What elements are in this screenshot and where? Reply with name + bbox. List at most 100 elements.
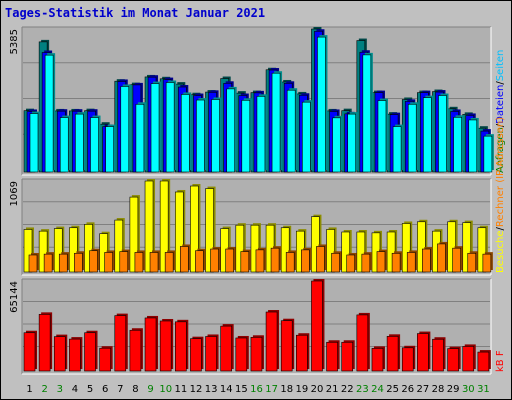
- bar-requests-seiten-26: [407, 103, 417, 173]
- x-tick-label: 11: [174, 384, 187, 395]
- bar-kb-kb-f-13: [205, 336, 217, 372]
- bar-requests-seiten-8: [135, 103, 145, 173]
- x-tick-label: 26: [401, 384, 414, 395]
- bar-requests-seiten-11: [180, 94, 190, 173]
- bar-visits-rechner-ip-adressen--29: [452, 247, 461, 273]
- bar-visits-rechner-ip-adressen--31: [482, 253, 492, 273]
- bar-kb-kb-f-16: [250, 336, 263, 372]
- x-tick-label: 3: [57, 384, 63, 395]
- x-tick-label: 2: [42, 384, 48, 395]
- bar-requests-seiten-16: [256, 96, 266, 173]
- bar-visits-rechner-ip-adressen--17: [270, 247, 280, 273]
- side-label-part: Besuche: [495, 230, 506, 273]
- bar-kb-kb-f-1: [23, 332, 36, 372]
- bar-visits-rechner-ip-adressen--20: [316, 246, 325, 273]
- chart-title: Tages-Statistik im Monat Januar 2021: [5, 6, 266, 20]
- bar-requests-seiten-23: [362, 54, 372, 173]
- bar-kb-kb-f-29: [447, 348, 459, 372]
- x-tick-label: 27: [417, 384, 430, 395]
- bar-visits-rechner-ip-adressen--13: [210, 248, 219, 273]
- bar-requests-seiten-9: [150, 83, 160, 173]
- bar-kb-kb-f-30: [462, 346, 475, 372]
- side-label-part: kB F: [495, 350, 506, 372]
- bar-kb-kb-f-6: [99, 347, 111, 372]
- side-label-part: /: [495, 123, 506, 127]
- bar-visits-rechner-ip-adressen--23: [361, 253, 371, 273]
- bar-requests-seiten-7: [120, 86, 130, 173]
- bar-visits-rechner-ip-adressen--22: [346, 254, 356, 273]
- bar-visits-rechner-ip-adressen--30: [467, 252, 477, 273]
- bar-kb-kb-f-5: [84, 332, 96, 372]
- ymax-label-visits: 1069: [9, 181, 20, 206]
- side-label-part: Seiten: [495, 50, 506, 82]
- x-tick-label: 18: [280, 384, 293, 395]
- bar-kb-kb-f-3: [53, 336, 66, 372]
- bar-visits-rechner-ip-adressen--11: [179, 246, 189, 273]
- bar-kb-kb-f-4: [69, 338, 81, 372]
- bar-visits-rechner-ip-adressen--26: [406, 252, 416, 273]
- bar-visits-rechner-ip-adressen--8: [134, 252, 144, 273]
- x-tick-label: 6: [102, 384, 108, 395]
- bar-visits-besuche-1: [23, 229, 33, 273]
- bar-visits-besuche-20: [311, 216, 320, 273]
- bar-kb-kb-f-23: [356, 314, 369, 372]
- bar-visits-rechner-ip-adressen--9: [149, 252, 159, 273]
- bar-visits-rechner-ip-adressen--4: [74, 252, 83, 273]
- bar-requests-seiten-19: [302, 101, 311, 173]
- x-tick-label: 28: [432, 384, 445, 395]
- bar-kb-kb-f-7: [114, 315, 127, 372]
- bar-visits-rechner-ip-adressen--6: [104, 252, 113, 273]
- bar-kb-kb-f-22: [341, 341, 354, 372]
- bar-visits-rechner-ip-adressen--7: [119, 251, 129, 273]
- bar-requests-seiten-17: [271, 72, 281, 173]
- bar-visits-besuche-5: [84, 224, 93, 273]
- side-label-kb: kB F: [495, 350, 506, 372]
- x-tick-label: 29: [447, 384, 460, 395]
- bar-visits-besuche-13: [205, 188, 214, 273]
- bar-kb-kb-f-27: [417, 333, 429, 372]
- x-tick-label: 12: [190, 384, 203, 395]
- bar-visits-rechner-ip-adressen--21: [331, 252, 340, 273]
- x-tick-label: 16: [250, 384, 263, 395]
- side-label-visits: Besuche/Rechner (IP-Adressen): [495, 117, 506, 273]
- bar-requests-seiten-13: [211, 99, 220, 173]
- bar-requests-seiten-31: [483, 135, 493, 173]
- x-tick-label: 30: [462, 384, 475, 395]
- x-tick-label: 20: [311, 384, 324, 395]
- x-tick-label: 7: [117, 384, 123, 395]
- bar-requests-seiten-5: [90, 117, 99, 173]
- bar-visits-rechner-ip-adressen--15: [240, 251, 250, 273]
- ymax-label-kb: 65144: [9, 281, 20, 313]
- bar-visits-besuche-31: [477, 227, 487, 273]
- bar-visits-besuche-22: [341, 231, 351, 273]
- bar-visits-rechner-ip-adressen--12: [195, 250, 204, 273]
- bar-visits-rechner-ip-adressen--28: [437, 243, 446, 273]
- bar-requests-seiten-6: [105, 126, 114, 173]
- bar-requests-seiten-15: [241, 100, 251, 173]
- bar-visits-rechner-ip-adressen--10: [164, 252, 174, 273]
- x-tick-label: 9: [147, 384, 153, 395]
- ymax-label-requests: 5385: [9, 29, 20, 54]
- bar-visits-rechner-ip-adressen--3: [58, 253, 68, 273]
- bar-visits-besuche-15: [235, 224, 245, 273]
- bar-visits-besuche-18: [280, 227, 290, 273]
- side-label-part: Rechner (IP-Adressen): [495, 117, 506, 227]
- bar-requests-seiten-25: [392, 126, 402, 173]
- side-label-part: /: [495, 226, 506, 230]
- x-tick-label: 15: [235, 384, 248, 395]
- bar-kb-kb-f-15: [235, 337, 248, 372]
- bar-requests-seiten-30: [468, 119, 478, 173]
- bar-kb-kb-f-12: [190, 338, 202, 372]
- side-label-part: Anfragen: [495, 127, 506, 173]
- bar-requests-seiten-22: [347, 113, 357, 173]
- bar-requests-seiten-14: [226, 88, 235, 173]
- x-tick-label: 19: [296, 384, 309, 395]
- bar-visits-besuche-30: [462, 222, 472, 273]
- x-tick-label: 10: [159, 384, 172, 395]
- x-tick-label: 5: [87, 384, 93, 395]
- bar-visits-rechner-ip-adressen--16: [255, 249, 265, 273]
- bar-visits-besuche-3: [53, 228, 63, 273]
- bar-kb-kb-f-21: [326, 341, 338, 372]
- bar-kb-kb-f-11: [174, 321, 187, 372]
